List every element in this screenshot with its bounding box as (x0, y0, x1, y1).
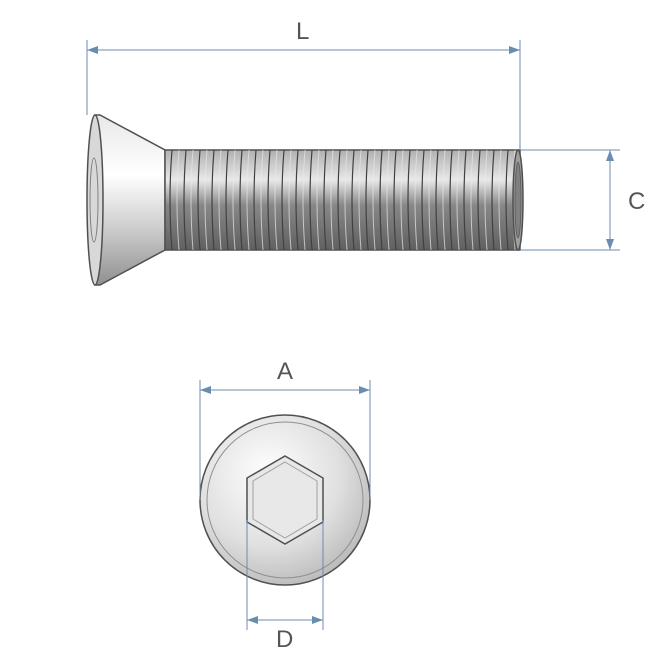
screw-head-taper (95, 115, 165, 285)
technical-drawing (0, 0, 670, 670)
screw-shaft (165, 150, 520, 250)
screw-side-view (87, 115, 523, 285)
screw-end-chamfer (515, 162, 521, 238)
label-C: C (628, 188, 645, 216)
label-D: D (276, 626, 293, 654)
label-L: L (296, 18, 309, 46)
label-A: A (277, 358, 293, 386)
screw-head-face (87, 115, 103, 285)
screw-front-view (200, 415, 370, 585)
